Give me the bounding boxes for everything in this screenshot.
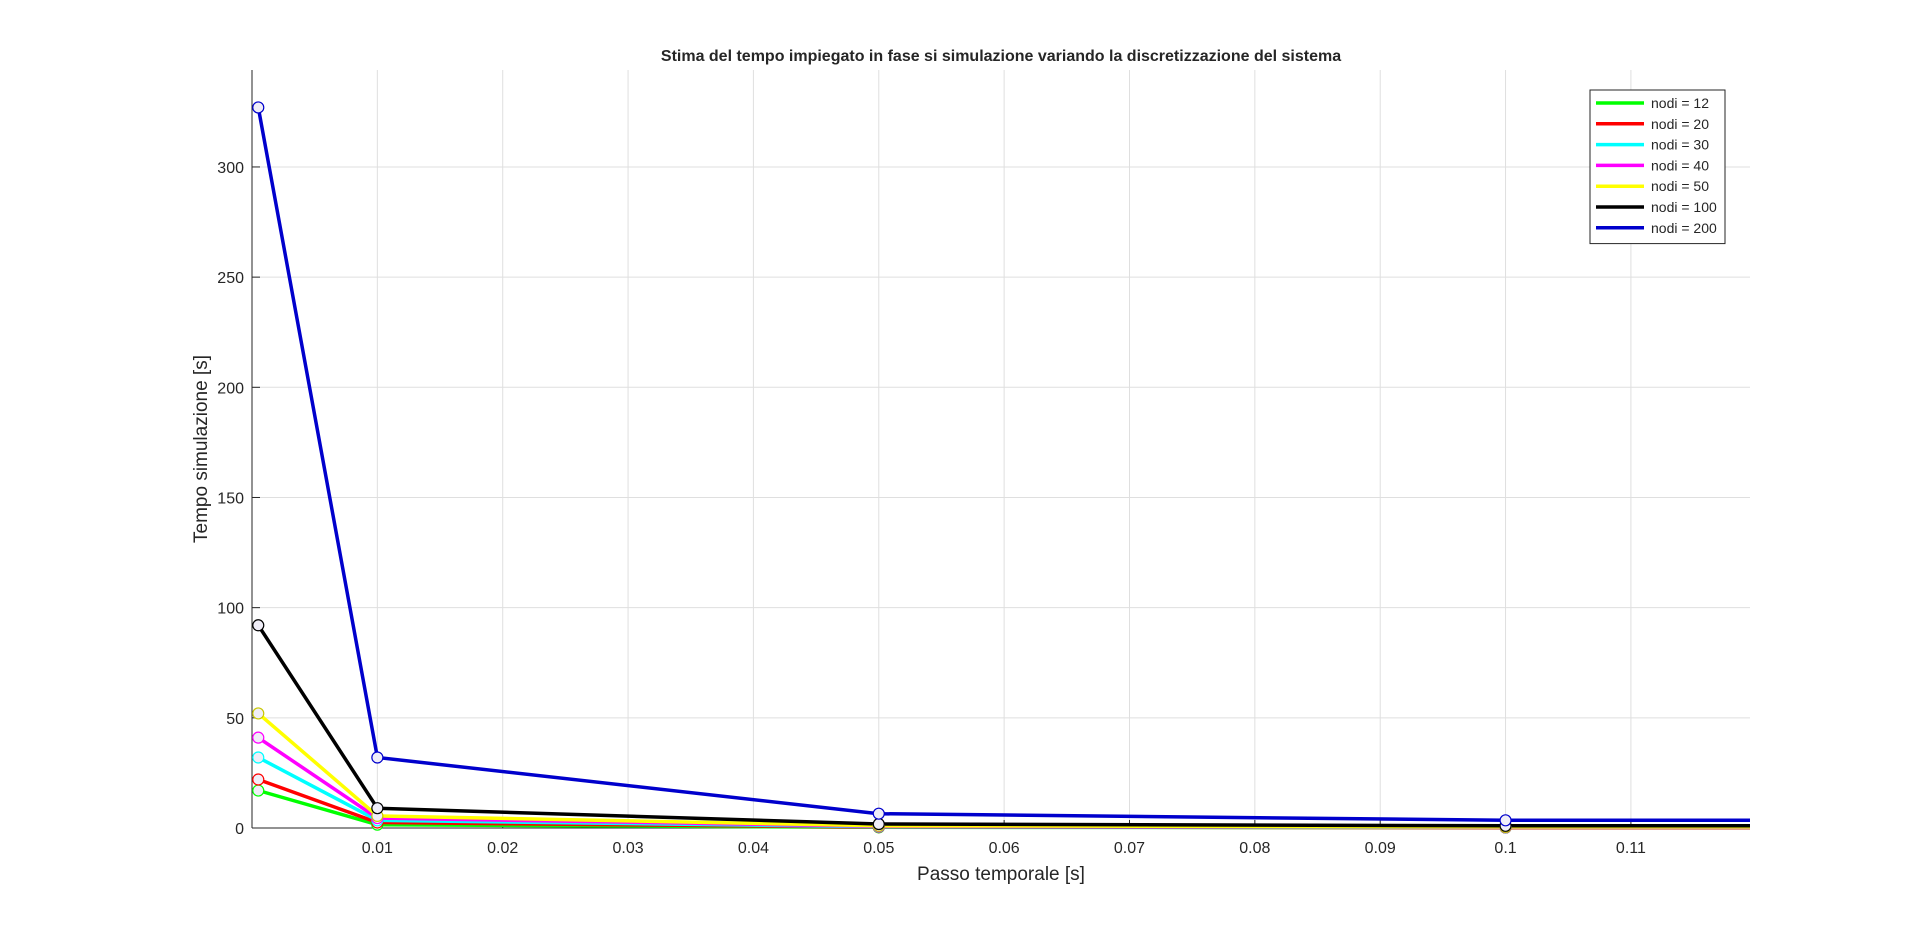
legend-label: nodi = 100 bbox=[1651, 199, 1717, 215]
data-point bbox=[371, 751, 384, 764]
data-point bbox=[1499, 814, 1512, 827]
x-tick-label: 0.07 bbox=[1114, 840, 1145, 857]
legend-label: nodi = 40 bbox=[1651, 157, 1709, 173]
y-tick-label: 200 bbox=[217, 380, 244, 397]
x-tick-label: 0.04 bbox=[738, 840, 769, 857]
x-axis-label: Passo temporale [s] bbox=[917, 864, 1085, 885]
x-tick-label: 0.11 bbox=[1616, 840, 1646, 857]
y-tick-label: 300 bbox=[217, 160, 244, 177]
legend-label: nodi = 200 bbox=[1651, 220, 1717, 236]
y-tick-label: 250 bbox=[217, 270, 244, 287]
x-tick-label: 0.05 bbox=[863, 840, 894, 857]
x-tick-label: 0.06 bbox=[989, 840, 1020, 857]
data-point bbox=[252, 773, 265, 786]
legend-label: nodi = 12 bbox=[1651, 95, 1709, 111]
y-tick-label: 150 bbox=[217, 490, 244, 507]
plot-area bbox=[252, 70, 1750, 828]
data-point bbox=[252, 784, 265, 797]
data-point bbox=[371, 802, 384, 815]
legend-label: nodi = 50 bbox=[1651, 178, 1709, 194]
x-tick-label: 0.09 bbox=[1365, 840, 1396, 857]
data-point bbox=[252, 731, 265, 744]
data-point bbox=[872, 807, 885, 820]
x-tick-label: 0.01 bbox=[362, 840, 393, 857]
y-tick-label: 100 bbox=[217, 601, 244, 618]
x-tick-label: 0.1 bbox=[1494, 840, 1516, 857]
y-tick-label: 50 bbox=[226, 711, 244, 728]
series-markers bbox=[252, 101, 1512, 834]
legend-label: nodi = 30 bbox=[1651, 137, 1709, 153]
x-tick-label: 0.03 bbox=[612, 840, 643, 857]
data-point bbox=[252, 707, 265, 720]
data-point bbox=[252, 101, 265, 114]
chart-title: Stima del tempo impiegato in fase si sim… bbox=[661, 48, 1341, 65]
data-point bbox=[252, 751, 265, 764]
grid bbox=[252, 70, 1750, 828]
legend-label: nodi = 20 bbox=[1651, 116, 1709, 132]
data-point bbox=[252, 619, 265, 632]
y-axis-label: Tempo simulazione [s] bbox=[191, 355, 212, 543]
data-point bbox=[872, 817, 885, 831]
y-tick-label: 0 bbox=[235, 821, 244, 838]
x-tick-label: 0.02 bbox=[487, 840, 518, 857]
x-tick-label: 0.08 bbox=[1239, 840, 1270, 857]
legend: nodi = 12 nodi = 20 nodi = 30 nodi = 40 nodi… bbox=[1589, 89, 1726, 245]
